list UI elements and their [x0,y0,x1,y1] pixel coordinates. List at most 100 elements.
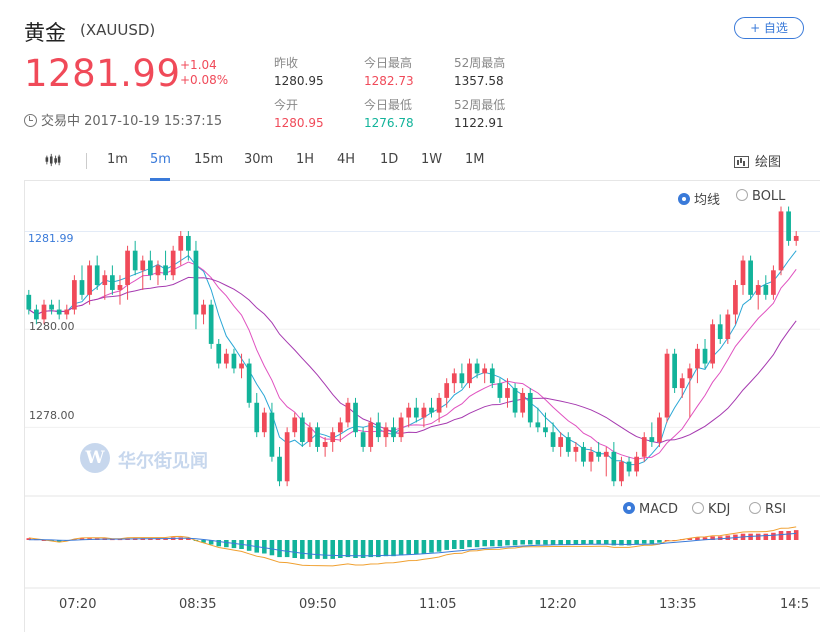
macd-bar [603,540,609,545]
candle [231,353,237,369]
macd-bar [452,540,457,549]
candle [375,422,381,438]
macd-bar [550,540,556,545]
candle [284,432,290,482]
candle [657,417,662,443]
candle [223,353,229,364]
tab-1mo[interactable]: 1M [465,152,485,167]
option-kdj-label: KDJ [708,502,731,517]
macd-bar [695,537,700,540]
tab-5m[interactable]: 5m [150,152,171,167]
tab-4h[interactable]: 4H [337,152,356,167]
stat-value: 1280.95 [274,74,324,88]
macd-bar [543,540,548,545]
change-value: +1.04 [180,58,217,72]
macd-bar [444,540,449,550]
macd-bar [216,540,222,547]
instrument-name: 黄金 [24,21,66,45]
candle [246,363,252,403]
x-tick-label: 11:05 [419,597,457,612]
option-boll[interactable]: BOLL [736,189,785,204]
candle [307,427,313,443]
tab-1m[interactable]: 1m [107,152,128,167]
candlestick-icon[interactable] [44,153,62,167]
candle [444,383,450,398]
option-macd[interactable]: MACD [623,502,678,517]
macd-bar [641,540,647,544]
change-percent: +0.08% [180,73,229,87]
macd-bar [421,540,427,554]
tab-1d[interactable]: 1D [380,152,399,167]
candle [186,235,191,251]
macd-bar [208,540,214,545]
candle [110,275,115,290]
macd-bar [368,540,373,558]
macd-bar [436,540,442,552]
macd-bar [710,536,715,540]
macd-bar [398,540,404,556]
macd-bar [793,530,799,540]
add-to-watchlist-button[interactable]: + 自选 [734,17,804,39]
stat-52w-low: 52周最低 1122.91 [454,96,505,130]
instrument-code: (XAUUSD) [80,21,156,39]
option-rsi[interactable]: RSI [749,502,786,517]
y-tick-label: 1278.00 [29,409,75,422]
candle [79,280,85,295]
tab-1h[interactable]: 1H [296,152,315,167]
macd-bar [26,538,32,540]
candle [573,446,579,452]
macd-bar [269,540,275,556]
macd-bar [490,540,495,547]
candle [558,437,564,447]
candle [41,304,47,320]
candle [710,324,715,364]
tab-15m[interactable]: 15m [194,152,224,167]
price-change: +1.04 +0.08% [180,58,228,88]
candle [641,437,647,457]
y-tick-label: 1280.00 [29,320,75,333]
candle [208,304,214,344]
stat-label: 昨收 [274,56,299,70]
candle [391,427,396,438]
radio-selected-icon [623,502,635,514]
candle [527,392,533,423]
macd-dif-line [28,526,797,567]
candle [467,363,472,384]
macd-bar [535,540,541,545]
candle [315,427,320,447]
option-ma[interactable]: 均线 [678,189,720,208]
macd-bar [512,540,518,546]
candle [482,368,488,374]
candle [72,280,77,310]
macd-bar [596,540,601,545]
candle [261,412,267,433]
candle [505,388,510,398]
candle [763,285,769,295]
macd-bar [56,540,62,542]
stat-52w-high: 52周最高 1357.58 [454,54,505,88]
macd-bar [41,540,47,541]
candle [520,392,526,413]
draw-button[interactable]: 绘图 [734,151,781,170]
candle [626,461,632,472]
tab-1w[interactable]: 1W [421,152,443,167]
radio-icon [692,502,704,514]
option-kdj[interactable]: KDJ [692,502,730,517]
candle [733,285,738,315]
candle [740,260,746,286]
x-tick-label: 13:35 [659,597,697,612]
macd-bar [262,540,267,554]
candle [345,402,351,423]
tab-30m[interactable]: 30m [244,152,274,167]
stat-label: 今日最高 [364,56,413,70]
macd-bar [406,540,411,555]
candle [34,309,39,320]
macd-bar [573,540,579,545]
candle [201,304,206,315]
x-tick-label: 07:20 [59,597,97,612]
candle [489,368,495,384]
macd-bar [300,540,305,559]
candle [170,250,176,276]
candle [543,427,548,433]
